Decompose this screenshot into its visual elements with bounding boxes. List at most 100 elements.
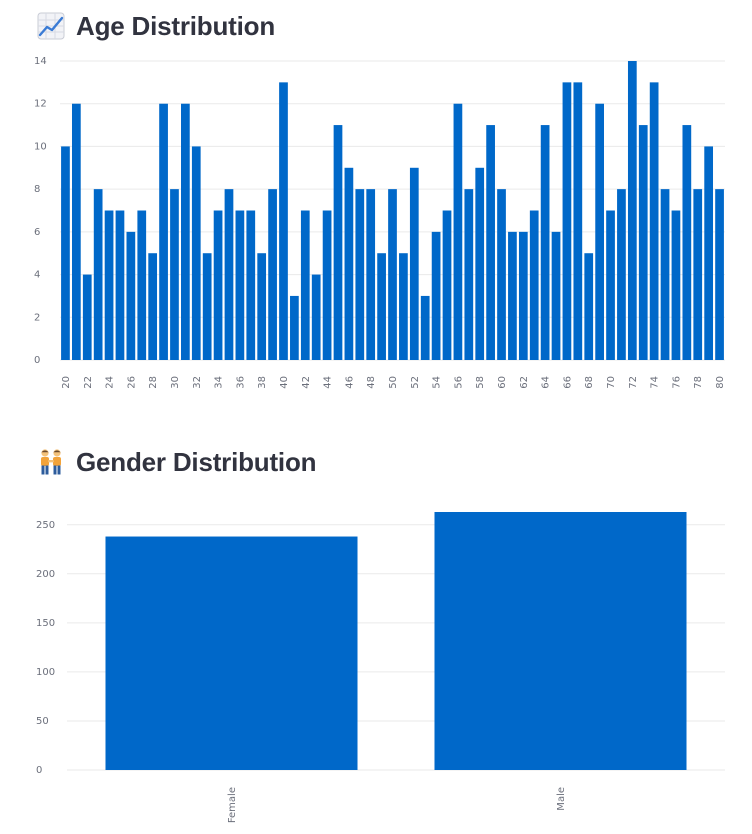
age-bar	[497, 189, 506, 360]
age-x-tick-label: 70	[606, 376, 617, 389]
age-y-tick-label: 2	[34, 312, 40, 323]
age-bar	[104, 210, 114, 360]
gender-y-tick-label: 250	[36, 520, 55, 531]
age-x-tick-label: 68	[584, 376, 595, 389]
age-x-tick-label: 66	[562, 376, 573, 389]
age-x-tick-label: 50	[388, 376, 399, 389]
age-bar	[137, 210, 147, 360]
age-bar	[682, 125, 692, 360]
gender-bar	[105, 536, 358, 770]
age-distribution-heading: Age Distribution	[36, 8, 275, 44]
age-bar	[508, 231, 517, 360]
age-x-tick-label: 76	[671, 376, 682, 389]
age-bar	[202, 253, 212, 360]
age-x-tick-label: 48	[366, 376, 377, 389]
age-bar	[224, 189, 234, 360]
age-x-tick-label: 52	[410, 376, 421, 389]
age-bar	[115, 210, 125, 360]
age-x-tick-label: 42	[301, 376, 312, 389]
gender-y-tick-label: 0	[36, 765, 42, 776]
gender-y-tick-label: 150	[36, 618, 55, 629]
age-y-tick-label: 8	[34, 184, 40, 195]
age-x-tick-label: 20	[61, 376, 72, 389]
age-x-tick-label: 30	[170, 376, 181, 389]
age-bar	[453, 103, 463, 360]
age-bar	[486, 125, 495, 360]
age-x-tick-label: 24	[105, 376, 116, 389]
age-bar	[246, 210, 256, 360]
age-bar	[715, 189, 724, 360]
age-bar	[442, 210, 452, 360]
age-bar	[235, 210, 245, 360]
age-y-tick-label: 0	[34, 355, 40, 366]
age-x-tick-label: 54	[432, 376, 443, 389]
age-bar	[475, 167, 485, 360]
age-x-tick-label: 40	[279, 376, 290, 389]
age-bar	[649, 82, 659, 360]
age-bar	[82, 274, 92, 360]
age-x-tick-label: 74	[650, 376, 661, 389]
age-bar	[126, 231, 136, 360]
age-bar	[322, 210, 332, 360]
age-bar	[399, 253, 408, 360]
age-x-tick-label: 32	[192, 376, 203, 389]
age-bar	[573, 82, 583, 360]
age-x-tick-label: 78	[693, 376, 704, 389]
age-bar	[464, 189, 474, 360]
age-x-tick-label: 38	[257, 376, 268, 389]
age-bar	[431, 231, 441, 360]
age-bar	[606, 210, 615, 360]
age-x-tick-label: 72	[628, 376, 639, 389]
age-bar	[355, 189, 365, 360]
age-y-tick-label: 14	[34, 56, 47, 67]
age-distribution-title: Age Distribution	[76, 10, 276, 41]
age-bar	[148, 253, 158, 360]
age-bar	[213, 210, 223, 360]
age-bar	[551, 231, 561, 360]
age-x-tick-label: 64	[541, 376, 552, 389]
age-bar	[409, 167, 419, 360]
gender-distribution-heading: Gender Distribution	[36, 444, 317, 480]
gender-x-tick-label: Female	[227, 787, 238, 823]
age-bar	[562, 82, 572, 360]
age-bar	[181, 103, 190, 360]
age-bar	[61, 146, 70, 360]
age-bar	[366, 189, 376, 360]
age-bar	[311, 274, 321, 360]
age-y-tick-label: 10	[34, 141, 47, 152]
age-bar	[529, 210, 539, 360]
age-bar	[693, 189, 703, 360]
gender-y-tick-label: 50	[36, 716, 49, 727]
age-x-tick-label: 26	[126, 376, 137, 389]
age-bar	[268, 189, 277, 360]
age-bar	[71, 103, 81, 360]
age-bar	[671, 210, 681, 360]
gender-y-tick-label: 100	[36, 667, 55, 678]
gender-distribution-chart: 0 50 100 150 200 250 Female Male	[36, 512, 725, 823]
age-bar	[420, 295, 430, 360]
age-bar	[595, 103, 604, 360]
age-x-tick-label: 44	[323, 376, 334, 389]
age-y-tick-label: 12	[34, 99, 47, 110]
age-y-tick-label: 6	[34, 227, 40, 238]
people-holding-hands-icon	[36, 447, 66, 477]
age-bar	[704, 146, 714, 360]
age-bar	[388, 189, 397, 360]
age-bar	[344, 167, 354, 360]
age-bar	[170, 189, 179, 360]
gender-distribution-title: Gender Distribution	[76, 446, 317, 477]
age-bar	[518, 231, 528, 360]
age-x-tick-label: 56	[453, 376, 464, 389]
gender-bar	[434, 512, 687, 770]
age-bar	[333, 125, 343, 360]
age-x-tick-label: 34	[214, 376, 225, 389]
age-x-tick-label: 58	[475, 376, 486, 389]
age-y-tick-label: 4	[34, 270, 40, 281]
age-bar	[377, 253, 386, 360]
age-bar	[159, 103, 168, 360]
age-bar	[191, 146, 201, 360]
age-bar	[584, 253, 594, 360]
age-bar	[290, 295, 299, 360]
gender-y-tick-label: 200	[36, 569, 55, 580]
